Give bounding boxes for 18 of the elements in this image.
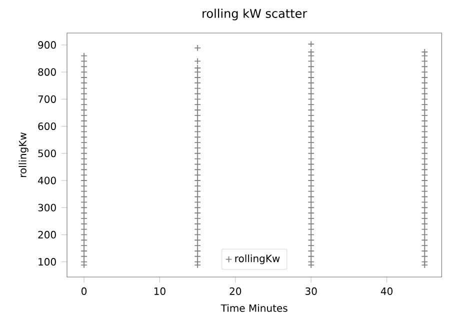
y-tick-label: 800 [38, 68, 56, 76]
y-tick-label: 100 [38, 258, 56, 266]
x-tick-label: 30 [306, 287, 317, 295]
x-tick-label: 20 [230, 287, 242, 295]
x-tick-label: 40 [380, 287, 392, 295]
y-tick-label: 400 [38, 176, 56, 184]
y-axis-title: rollingKw [18, 132, 28, 177]
y-tick-label: 900 [38, 41, 56, 49]
x-tick-label: 10 [154, 287, 166, 295]
y-tick-label: 600 [38, 122, 56, 130]
legend-label: rollingKw [235, 254, 280, 264]
x-tick-label: 0 [82, 287, 87, 295]
y-tick-label: 200 [38, 230, 56, 238]
chart-title: rolling kW scatter [202, 8, 308, 20]
x-axis-title: Time Minutes [220, 304, 288, 312]
y-tick-label: 700 [38, 95, 56, 103]
y-tick-label: 500 [38, 150, 56, 158]
y-tick-label: 300 [38, 204, 56, 212]
